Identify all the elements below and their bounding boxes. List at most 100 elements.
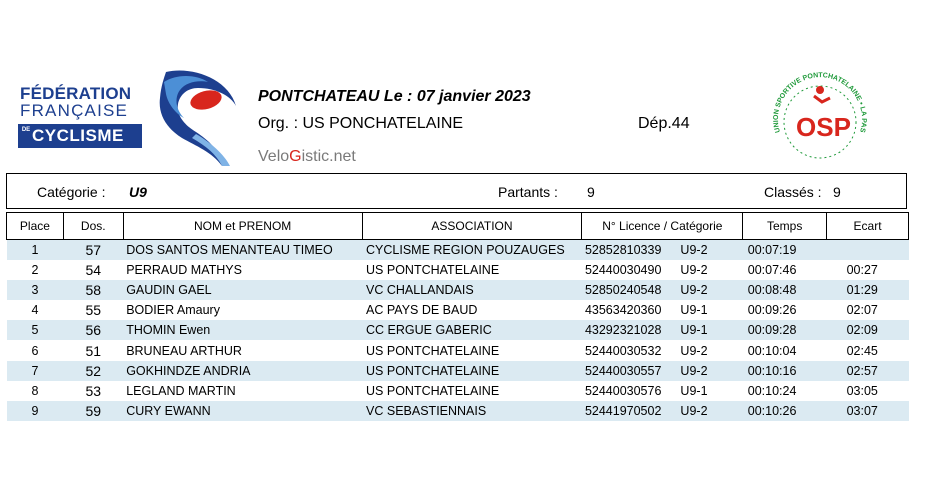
nom-cell: GOKHINDZE ANDRIA <box>123 360 363 381</box>
place-cell: 4 <box>31 303 39 318</box>
osp-logo: UNION SPORTIVE PONTCHATELAINE • LA PASSI… <box>755 65 882 166</box>
licence-category: U9-1 <box>680 323 708 338</box>
logo-line3: CYCLISME <box>32 126 124 145</box>
ecart-cell <box>826 239 909 261</box>
velogistic-link[interactable]: VeloGistic.net <box>258 148 356 166</box>
logo-line2: FRANÇAISE <box>20 101 129 120</box>
temps-cell: 00:08:48 <box>742 280 827 301</box>
ffc-swoosh-icon <box>159 70 236 166</box>
partants-value: 9 <box>587 184 595 200</box>
place-cell: 3 <box>6 280 64 301</box>
licence-category: U9-2 <box>680 283 708 298</box>
dos-cell: 57 <box>63 239 124 261</box>
licence-cell: 43563420360 U9-1 <box>582 300 743 320</box>
temps-cell: 00:10:26 <box>742 400 827 421</box>
logo-de: DE <box>21 127 31 133</box>
licence-cell: 52850240548 U9-2 <box>581 280 743 301</box>
ffc-logo: FÉDÉRATION FRANÇAISE DE CYCLISME <box>18 68 240 168</box>
category-info-box: Catégorie : U9 Partants : 9 Classés : 9 <box>6 173 907 209</box>
licence-number: 43563420360 <box>584 303 662 318</box>
nom-cell: BRUNEAU ARTHUR <box>126 343 242 358</box>
assoc-cell: CC ERGUE GABERIC <box>362 320 582 341</box>
event-title: PONTCHATEAU Le : 07 janvier 2023 <box>258 88 531 105</box>
table-header-row: Place Dos. NOM et PRENOM ASSOCIATION N° … <box>6 212 909 240</box>
assoc-cell: CYCLISME REGION POUZAUGES <box>362 239 582 261</box>
organizer: Org. : US PONCHATELAINE <box>258 115 464 132</box>
licence-category: U9-2 <box>680 363 708 378</box>
licence-category: U9-2 <box>680 263 708 278</box>
results-table: Place Dos. NOM et PRENOM ASSOCIATION N° … <box>6 212 909 421</box>
dos-cell: 51 <box>85 342 102 359</box>
category-value: U9 <box>129 184 147 200</box>
col-temps-header: Temps <box>742 212 828 240</box>
licence-number: 52441970502 <box>584 403 662 418</box>
dos-cell: 53 <box>85 382 102 399</box>
place-cell: 2 <box>31 263 39 278</box>
col-licence-header: N° Licence / Catégorie <box>581 212 744 240</box>
dos-cell: 56 <box>63 320 124 341</box>
temps-cell: 00:09:28 <box>742 320 827 341</box>
col-assoc-header: ASSOCIATION <box>361 212 583 240</box>
cyclist-head-icon <box>816 86 824 94</box>
osp-letters: OSP <box>796 112 851 142</box>
licence-number: 52440030557 <box>584 363 662 378</box>
velogistic-g: G <box>289 148 302 165</box>
dos-cell: 52 <box>63 360 124 381</box>
temps-cell: 00:09:26 <box>747 303 797 318</box>
assoc-cell: US PONTCHATELAINE <box>362 360 582 381</box>
ecart-cell: 02:57 <box>826 360 909 381</box>
licence-cell: 43292321028 U9-1 <box>581 320 743 341</box>
category-label: Catégorie : <box>37 184 106 200</box>
temps-cell: 00:10:24 <box>747 383 797 398</box>
ecart-cell: 01:29 <box>826 280 909 301</box>
licence-number: 43292321028 <box>584 323 662 338</box>
place-cell: 8 <box>31 383 39 398</box>
ecart-cell: 02:09 <box>826 320 909 341</box>
place-cell: 1 <box>6 239 64 261</box>
temps-cell: 00:10:04 <box>747 343 797 358</box>
licence-category: U9-2 <box>680 243 708 258</box>
nom-cell: GAUDIN GAEL <box>123 280 363 301</box>
nom-cell: CURY EWANN <box>123 400 363 421</box>
col-nom-header: NOM et PRENOM <box>122 212 363 240</box>
classes-label: Classés : <box>764 184 822 200</box>
assoc-cell: US PONTCHATELAINE <box>366 263 500 278</box>
nom-cell: BODIER Amaury <box>126 303 220 318</box>
licence-category: U9-1 <box>680 303 708 318</box>
ecart-cell: 00:27 <box>846 263 878 278</box>
licence-cell: 52440030576 U9-1 <box>582 381 743 401</box>
temps-cell: 00:07:46 <box>747 263 797 278</box>
results-body: 1 57 DOS SANTOS MENANTEAU TIMEO CYCLISME… <box>6 239 909 421</box>
place-cell: 5 <box>6 320 64 341</box>
table-row: 1 57 DOS SANTOS MENANTEAU TIMEO CYCLISME… <box>6 239 909 261</box>
assoc-cell: AC PAYS DE BAUD <box>366 303 478 318</box>
temps-cell: 00:10:16 <box>742 360 827 381</box>
nom-cell: THOMIN Ewen <box>123 320 363 341</box>
licence-number: 52440030532 <box>584 343 662 358</box>
licence-cell: 52852810339 U9-2 <box>581 239 743 261</box>
licence-number: 52852810339 <box>584 243 662 258</box>
place-cell: 7 <box>6 360 64 381</box>
table-row: 8 53 LEGLAND MARTIN US PONTCHATELAINE 52… <box>7 381 909 401</box>
table-row: 3 58 GAUDIN GAEL VC CHALLANDAIS 52850240… <box>6 280 909 301</box>
col-ecart-header: Ecart <box>826 212 909 240</box>
nom-cell: PERRAUD MATHYS <box>126 263 242 278</box>
classes-value: 9 <box>833 184 841 200</box>
licence-category: U9-2 <box>680 403 708 418</box>
velogistic-pre: Velo <box>258 148 290 165</box>
temps-cell: 00:07:19 <box>742 239 827 261</box>
dos-cell: 54 <box>85 262 102 279</box>
partants-label: Partants : <box>498 184 558 200</box>
dos-cell: 59 <box>63 400 124 421</box>
table-row: 6 51 BRUNEAU ARTHUR US PONTCHATELAINE 52… <box>7 340 909 360</box>
ecart-cell: 02:45 <box>846 343 878 358</box>
dos-cell: 58 <box>63 280 124 301</box>
department: Dép.44 <box>638 115 690 132</box>
table-row: 7 52 GOKHINDZE ANDRIA US PONTCHATELAINE … <box>6 360 909 381</box>
licence-number: 52850240548 <box>584 283 662 298</box>
place-cell: 9 <box>6 400 64 421</box>
col-place-header: Place <box>6 212 64 240</box>
licence-category: U9-2 <box>680 343 708 358</box>
table-row: 2 54 PERRAUD MATHYS US PONTCHATELAINE 52… <box>7 260 909 280</box>
licence-cell: 52441970502 U9-2 <box>581 400 743 421</box>
